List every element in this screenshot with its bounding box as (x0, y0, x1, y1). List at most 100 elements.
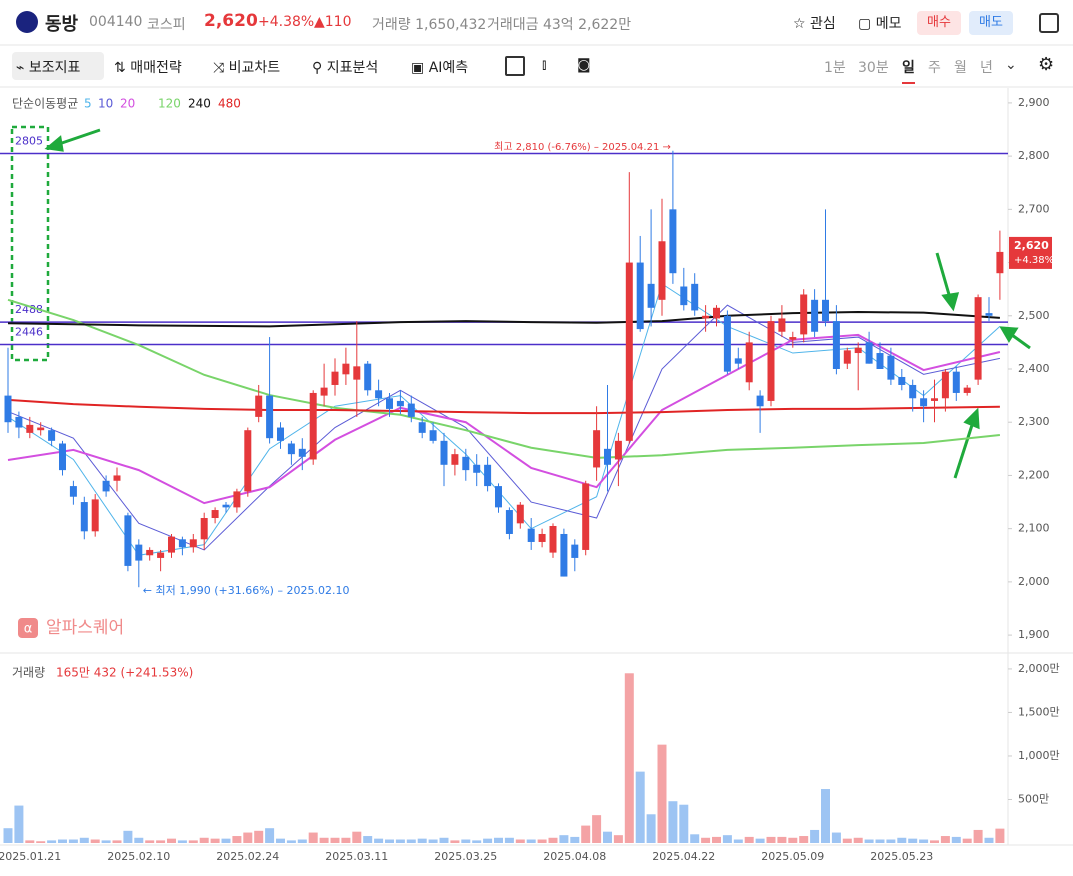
volume-bar (68, 839, 78, 843)
sell-button[interactable]: 매도 (969, 11, 1013, 35)
candle-tool[interactable]: ⫾ (542, 57, 547, 73)
y-tick-label: 1,900 (1018, 628, 1050, 641)
candle-body (527, 528, 535, 542)
camera-tool[interactable]: ◙ (577, 57, 591, 73)
volume-bar (363, 836, 373, 843)
candle-body (364, 363, 372, 391)
period-selected[interactable]: 일 (902, 57, 915, 84)
stock-name: 동방 (45, 14, 79, 35)
memo-label[interactable]: 메모 (875, 16, 902, 32)
indicators-label[interactable]: 보조지표 (28, 60, 81, 76)
candle-body (59, 443, 66, 471)
volume-bar (766, 836, 776, 843)
volume-bar (188, 840, 198, 843)
arrow (953, 421, 975, 479)
candle-body (538, 533, 546, 542)
legend-entry: 120 (158, 97, 181, 111)
watch[interactable]: ☆ 관심 (793, 16, 836, 32)
compare-label[interactable]: 비교차트 (228, 60, 281, 76)
candle-body (593, 430, 601, 468)
analysis-label[interactable]: 지표분석 (326, 60, 379, 76)
y-tick-label: 2,200 (1018, 468, 1050, 481)
period[interactable]: 월 (954, 60, 967, 76)
candle-body (713, 307, 720, 319)
volume-bar (461, 839, 471, 843)
price-line-label: 2805 (15, 134, 43, 147)
last-change: +4.38% (1014, 255, 1054, 266)
legend-entry: 240 (188, 97, 211, 111)
watch-label[interactable]: 관심 (810, 16, 836, 32)
y-tick-label: 2,700 (1018, 202, 1050, 215)
candle-body (691, 283, 699, 311)
candle-body (135, 544, 143, 561)
last-price: 2,620 (1014, 239, 1049, 252)
candle-body (375, 390, 383, 399)
period[interactable]: 1분 (824, 60, 846, 76)
candle-body (222, 504, 230, 508)
candle-body (244, 430, 252, 492)
strategy-label[interactable]: 매매전략 (130, 60, 182, 76)
legend-entry: 480 (218, 97, 241, 111)
candle-body (233, 491, 241, 508)
x-tick-label: 2025.05.09 (761, 850, 824, 863)
candle-body (854, 347, 862, 354)
candle-body (582, 483, 590, 550)
volume-bar (831, 832, 841, 843)
ai-label[interactable]: AI예측 (428, 60, 469, 76)
candle-body (909, 384, 917, 399)
ai-button[interactable]: ▣ AI예측 (411, 60, 469, 76)
x-tick-label: 2025.03.11 (325, 850, 388, 863)
x-tick-label: 2025.01.21 (0, 850, 61, 863)
period-dropdown[interactable]: ⌄ (1005, 57, 1017, 73)
volume-bar (821, 789, 830, 843)
volume-bar (940, 836, 950, 843)
memo[interactable]: ▢ 메모 (858, 16, 902, 32)
shape-tool[interactable] (505, 56, 525, 76)
panel-icon[interactable] (1039, 13, 1059, 33)
y-tick-label: 2,800 (1018, 149, 1050, 162)
candle-body (418, 422, 426, 433)
volume-bar (679, 804, 689, 843)
arrow (935, 252, 952, 299)
candle-body (440, 440, 448, 465)
legend-entry: 20 (120, 97, 135, 111)
volume-bar (646, 814, 656, 843)
candle-body (102, 480, 110, 492)
buy-button[interactable]: 매수 (917, 11, 961, 35)
candle-body (353, 366, 361, 380)
candle-body (985, 313, 993, 316)
price-line-label: 2488 (15, 303, 43, 316)
volume-bar (962, 838, 972, 843)
candle-body (168, 536, 175, 553)
analysis-button[interactable]: ⚲ 지표분석 (312, 60, 379, 76)
volume-bar (134, 837, 144, 843)
candle-body (778, 318, 786, 332)
settings[interactable]: ⚙ (1038, 54, 1055, 75)
volume-bar (712, 836, 721, 843)
volume-bar (428, 839, 438, 843)
market: 코스피 (147, 17, 186, 33)
legend-title: 단순이동평균 (12, 97, 78, 111)
strategy-button[interactable]: ⇅ 매매전략 (114, 60, 182, 76)
candle-body (723, 315, 731, 372)
candle-body (996, 251, 1004, 274)
volume-bar (417, 838, 427, 843)
volume-bar (995, 828, 1005, 843)
volume-bar (14, 805, 24, 843)
candle-body (876, 353, 884, 369)
compare-button[interactable]: ⤨ 비교차트 (213, 60, 281, 76)
candle-body (200, 518, 208, 540)
watermark-logo-mark: α (24, 622, 33, 637)
volume-bar (25, 840, 35, 843)
candle-body (386, 398, 393, 409)
indicators-button[interactable]: ⌁ 보조지표 (16, 60, 81, 76)
volume-bar (581, 825, 591, 843)
legend-entry: 5 (84, 97, 92, 111)
candle-body (124, 515, 132, 566)
volume-bar (243, 832, 253, 843)
period[interactable]: 주 (928, 60, 941, 76)
period[interactable]: 30분 (858, 60, 889, 76)
x-tick-label: 2025.04.08 (543, 850, 606, 863)
period[interactable]: 년 (980, 60, 993, 76)
volume-bar (537, 839, 547, 843)
